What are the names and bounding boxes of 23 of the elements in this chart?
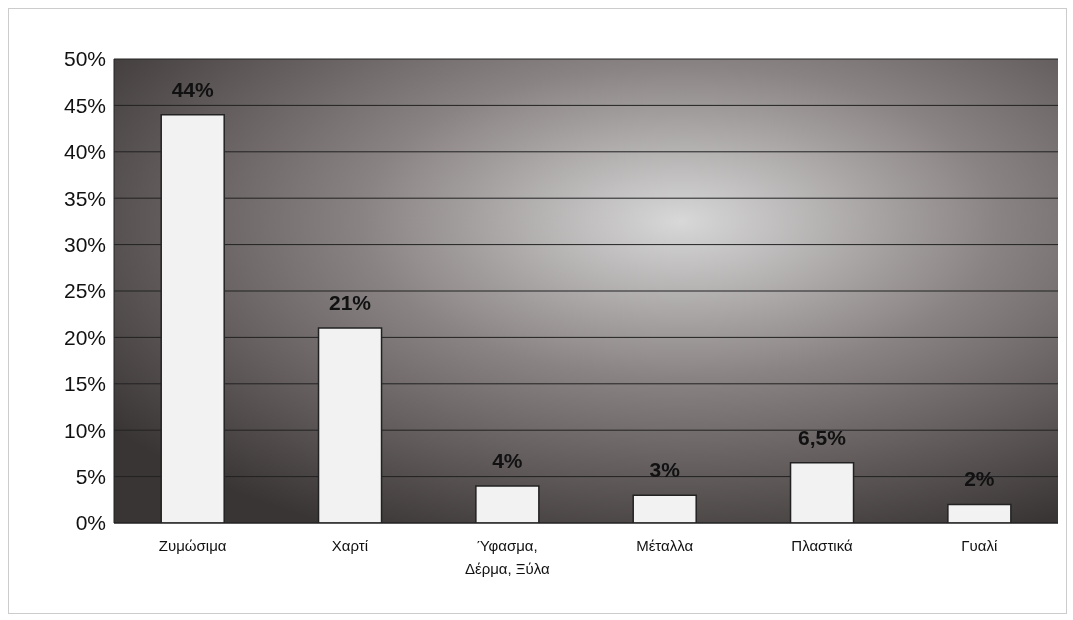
- y-tick-label: 15%: [63, 372, 106, 396]
- x-tick-label: Ζυμώσιμα: [158, 537, 227, 554]
- data-label: 6,5%: [798, 425, 847, 449]
- y-tick-label: 20%: [63, 325, 106, 349]
- y-tick-label: 45%: [63, 93, 106, 117]
- y-tick-label: 50%: [63, 47, 106, 71]
- y-tick-label: 25%: [63, 279, 106, 303]
- x-tick-label: Χαρτί: [331, 537, 369, 554]
- y-tick-label: 40%: [63, 140, 106, 164]
- y-tick-label: 35%: [63, 186, 106, 210]
- y-tick-label: 0%: [75, 511, 106, 535]
- x-tick-label: Μέταλλα: [636, 537, 694, 554]
- data-label: 4%: [492, 448, 523, 472]
- y-tick-label: 10%: [63, 418, 106, 442]
- data-label: 44%: [171, 77, 215, 101]
- data-label: 3%: [649, 458, 681, 482]
- x-tick-label: Πλαστικά: [791, 537, 853, 554]
- data-label: 21%: [329, 291, 372, 315]
- x-tick-label: Ύφασμα, Δέρμα, Ξύλα: [464, 537, 551, 577]
- y-tick-label: 5%: [75, 465, 106, 489]
- x-tick-label: Γυαλί: [961, 537, 998, 554]
- y-tick-label: 30%: [63, 233, 106, 257]
- data-label: 2%: [964, 467, 995, 491]
